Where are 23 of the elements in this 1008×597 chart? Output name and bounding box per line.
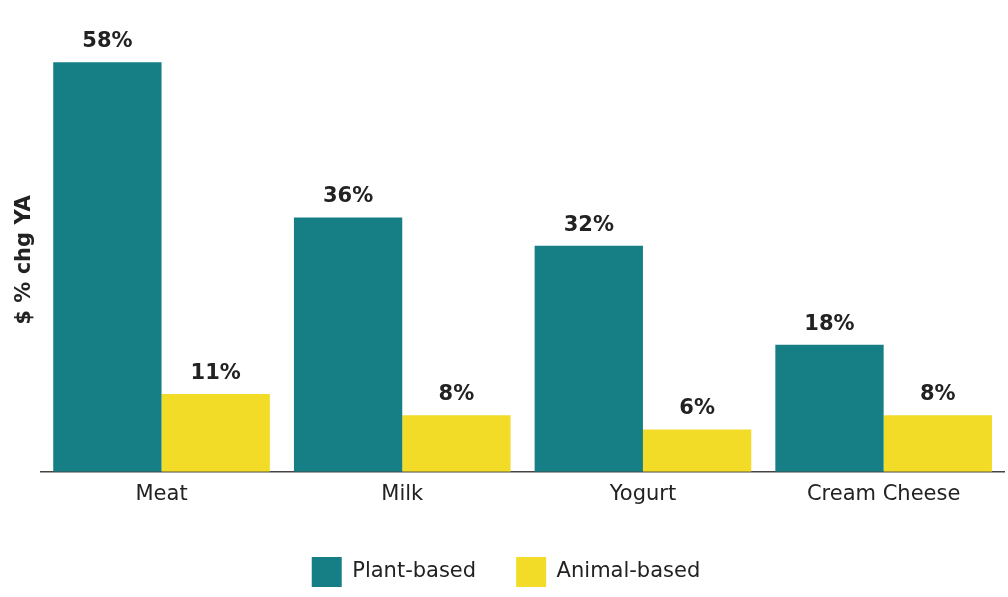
x-tick-label: Cream Cheese: [806, 480, 961, 505]
data-label: 11%: [190, 360, 241, 385]
data-label: 58%: [82, 28, 133, 53]
data-label: 8%: [438, 381, 475, 406]
data-label: 32%: [563, 211, 614, 236]
data-label: 6%: [679, 395, 715, 420]
x-tick-label: Milk: [381, 480, 425, 505]
bar: [53, 62, 162, 472]
data-label: 36%: [322, 183, 374, 208]
bar: [402, 415, 511, 472]
bar: [883, 415, 992, 472]
bar: [534, 245, 643, 472]
y-axis-title: $ % chg YA: [11, 194, 36, 325]
data-label: 18%: [804, 310, 855, 335]
x-tick-label: Meat: [135, 480, 188, 505]
bar: [775, 344, 884, 472]
legend-label: Animal-based: [556, 558, 701, 583]
bar: [293, 217, 403, 472]
x-tick-label: Yogurt: [608, 480, 677, 505]
bar: [161, 394, 270, 472]
bar: [642, 429, 752, 472]
legend-label: Plant-based: [352, 558, 477, 583]
data-label: 8%: [919, 381, 956, 406]
